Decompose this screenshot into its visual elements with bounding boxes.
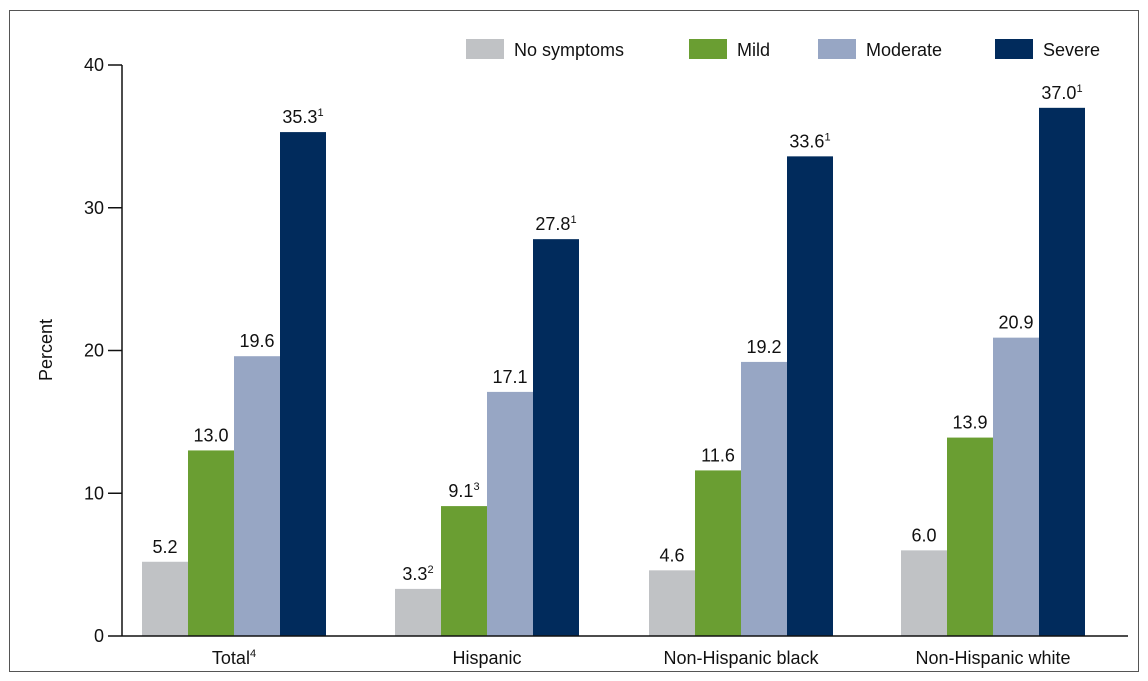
legend-swatch	[818, 39, 856, 59]
data-label-text: 13.9	[952, 413, 987, 433]
legend: No symptoms Mild Moderate Severe	[466, 39, 1100, 60]
bar	[142, 561, 188, 636]
bar	[234, 356, 280, 636]
category-label-footnote: 4	[250, 648, 256, 660]
bar	[993, 337, 1039, 636]
data-label-footnote: 1	[1076, 83, 1082, 95]
data-label: 27.81	[535, 214, 576, 234]
y-axis-title: Percent	[36, 319, 56, 381]
category-label-text: Non-Hispanic black	[663, 648, 819, 668]
y-tick-label: 40	[84, 55, 104, 75]
bar	[741, 361, 787, 636]
data-label: 4.6	[659, 545, 684, 565]
legend-swatch	[689, 39, 727, 59]
data-label-footnote: 1	[824, 131, 830, 143]
data-label-footnote: 3	[473, 481, 479, 493]
category-label-text: Non-Hispanic white	[915, 648, 1070, 668]
data-label: 17.1	[492, 367, 527, 387]
data-label-footnote: 1	[570, 214, 576, 226]
data-label-text: 6.0	[911, 525, 936, 545]
data-label-text: 3.3	[402, 564, 427, 584]
data-label-text: 19.2	[746, 337, 781, 357]
data-label: 33.61	[789, 131, 830, 151]
data-label-text: 35.3	[282, 107, 317, 127]
data-label-text: 4.6	[659, 545, 684, 565]
chart-frame	[9, 10, 1139, 672]
data-label-text: 27.8	[535, 214, 570, 234]
y-tick-label: 0	[94, 626, 104, 646]
data-label-footnote: 2	[427, 564, 433, 576]
y-axis-ticks: 0 10 20 30 40	[84, 55, 122, 646]
data-label-footnote: 1	[317, 107, 323, 119]
bar	[395, 588, 441, 636]
bar	[649, 570, 695, 636]
data-label: 11.6	[701, 445, 735, 465]
data-label: 5.2	[152, 537, 177, 557]
data-label: 19.2	[746, 337, 781, 357]
data-label: 35.31	[282, 107, 323, 127]
data-label-text: 11.6	[701, 445, 735, 465]
data-label: 13.0	[193, 425, 228, 445]
bar	[188, 450, 234, 636]
data-label-text: 20.9	[998, 313, 1033, 333]
category-label-text: Total	[212, 648, 250, 668]
bars	[142, 107, 1085, 637]
data-label-text: 19.6	[239, 331, 274, 351]
data-label: 20.9	[998, 313, 1033, 333]
category-label: Non-Hispanic white	[915, 648, 1070, 668]
data-labels: 5.213.019.635.313.329.1317.127.814.611.6…	[152, 83, 1082, 584]
bar	[441, 506, 487, 636]
y-tick-label: 10	[84, 483, 104, 503]
y-tick-label: 30	[84, 198, 104, 218]
legend-swatch	[995, 39, 1033, 59]
data-label: 9.13	[448, 481, 479, 501]
data-label: 19.6	[239, 331, 274, 351]
data-label: 6.0	[911, 525, 936, 545]
legend-label: Severe	[1043, 40, 1100, 60]
bar	[280, 132, 326, 636]
category-label: Total4	[212, 648, 256, 668]
bar	[695, 470, 741, 636]
data-label: 3.32	[402, 564, 433, 584]
legend-label: Moderate	[866, 40, 942, 60]
data-label-text: 5.2	[152, 537, 177, 557]
bar	[901, 550, 947, 636]
data-label-text: 13.0	[193, 425, 228, 445]
category-label: Non-Hispanic black	[663, 648, 819, 668]
bar	[487, 391, 533, 636]
data-label: 37.01	[1041, 83, 1082, 103]
data-label-text: 37.0	[1041, 83, 1076, 103]
bar	[947, 437, 993, 636]
bar	[787, 156, 833, 637]
category-label: Hispanic	[452, 648, 521, 668]
category-label-text: Hispanic	[452, 648, 521, 668]
bar	[1039, 107, 1085, 636]
legend-label: Mild	[737, 40, 770, 60]
legend-label: No symptoms	[514, 40, 624, 60]
data-label-text: 33.6	[789, 131, 824, 151]
category-labels: Total4 Hispanic Non-Hispanic black Non-Hisp…	[212, 648, 1071, 668]
data-label-text: 9.1	[448, 481, 473, 501]
bar	[533, 239, 579, 636]
legend-swatch	[466, 39, 504, 59]
y-tick-label: 20	[84, 341, 104, 361]
data-label-text: 17.1	[492, 367, 527, 387]
data-label: 13.9	[952, 413, 987, 433]
